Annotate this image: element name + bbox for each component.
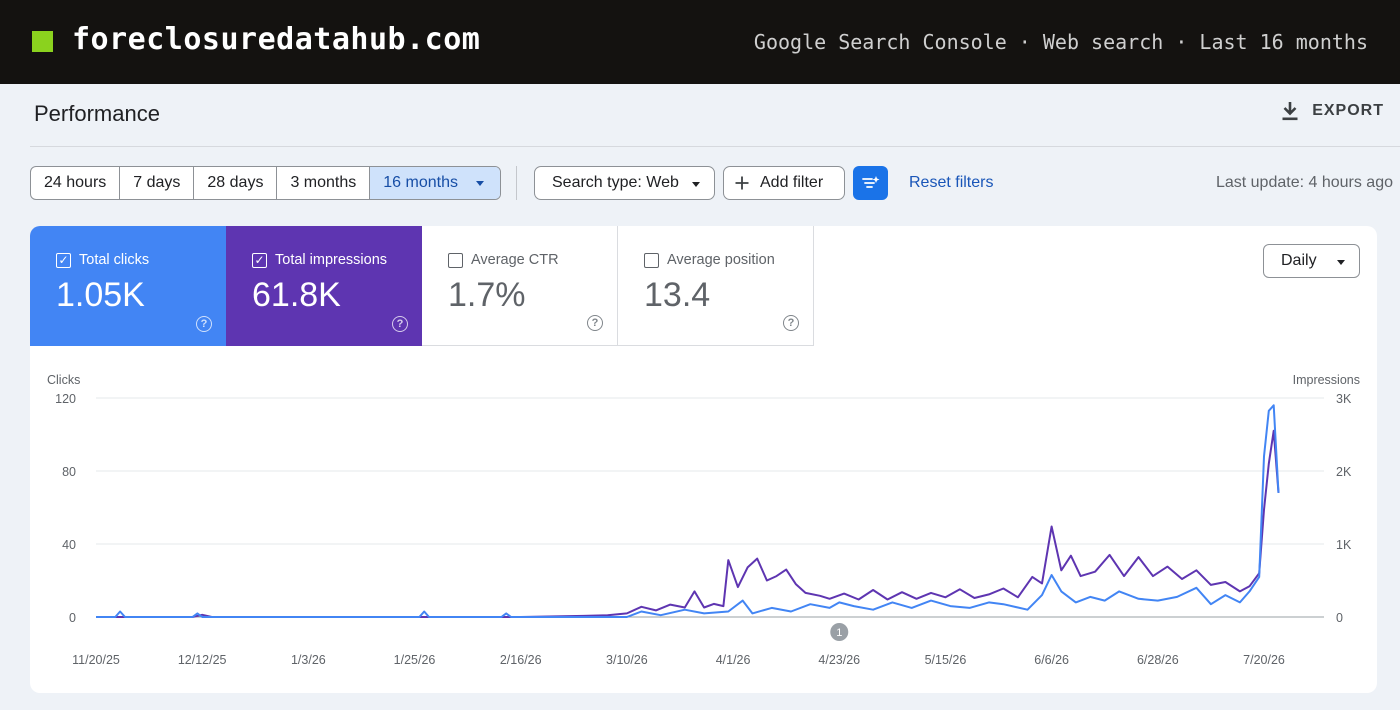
performance-card: ✓ Total clicks 1.05K ? ✓ Total impressio…	[30, 226, 1377, 693]
metric-total-impressions[interactable]: ✓ Total impressions 61.8K ?	[226, 226, 422, 346]
report-context: Google Search Console · Web search · Las…	[753, 30, 1368, 54]
range-3-months[interactable]: 3 months	[277, 167, 371, 199]
y-left-axis-title: Clicks	[47, 373, 80, 387]
checkbox-checked-icon[interactable]: ✓	[252, 252, 267, 268]
download-icon	[1282, 102, 1298, 121]
y-left-tick-label: 120	[55, 392, 76, 406]
x-tick-label: 4/23/26	[818, 653, 860, 667]
top-bar: foreclosuredatahub.com Google Search Con…	[0, 0, 1400, 84]
add-filter-button[interactable]: Add filter	[723, 166, 845, 200]
performance-chart: 0 40 80 120 0 1K 2K 3K Clicks Impressions 11/20/25…	[47, 373, 1360, 667]
range-16-months-label: 16 months	[383, 174, 458, 191]
help-icon[interactable]: ?	[587, 315, 603, 331]
x-tick-label: 1/25/26	[394, 653, 436, 667]
metric-average-position[interactable]: Average position 13.4 ?	[618, 226, 814, 346]
metric-value: 1.05K	[56, 276, 145, 314]
brand-logo-square	[32, 31, 53, 52]
title-divider	[30, 146, 1400, 147]
range-24-hours[interactable]: 24 hours	[31, 167, 121, 199]
export-button[interactable]: EXPORT	[1280, 100, 1384, 122]
checkbox-checked-icon[interactable]: ✓	[56, 252, 71, 268]
y-left-tick-label: 80	[62, 465, 76, 479]
series-line-clicks	[96, 404, 1280, 618]
chevron-down-icon	[692, 182, 700, 187]
metric-label: Average position	[667, 252, 775, 268]
y-right-tick-label: 2K	[1336, 465, 1352, 479]
granularity-dropdown[interactable]: Daily	[1263, 244, 1360, 278]
metric-label: Total impressions	[275, 252, 388, 268]
y-right-tick-label: 1K	[1336, 538, 1352, 552]
metric-value: 13.4	[644, 276, 711, 314]
filter-settings-button[interactable]	[853, 166, 888, 200]
checkbox-unchecked-icon[interactable]	[448, 252, 463, 268]
chevron-down-icon	[475, 180, 484, 186]
annotation-marker	[830, 623, 849, 641]
x-tick-label: 1/3/26	[291, 653, 326, 667]
export-label: EXPORT	[1312, 102, 1384, 119]
help-icon[interactable]: ?	[783, 315, 799, 331]
y-left-tick-label: 40	[62, 538, 76, 552]
range-7-days[interactable]: 7 days	[120, 167, 195, 199]
date-range-selector: 24 hours 7 days 28 days 3 months 16 mont…	[30, 166, 501, 200]
x-tick-label: 4/1/26	[716, 653, 751, 667]
metric-value: 1.7%	[448, 276, 526, 314]
toolbar-divider	[516, 166, 517, 200]
metric-label: Average CTR	[471, 252, 559, 268]
x-tick-label: 7/20/26	[1243, 653, 1285, 667]
help-icon[interactable]: ?	[392, 316, 408, 332]
chevron-down-icon	[1337, 260, 1345, 265]
reset-filters-link[interactable]: Reset filters	[909, 174, 994, 191]
y-left-tick-label: 0	[69, 611, 76, 625]
range-16-months[interactable]: 16 months	[370, 167, 500, 199]
page-title: Performance	[34, 101, 160, 126]
help-icon[interactable]: ?	[196, 316, 212, 332]
plus-icon	[735, 176, 749, 190]
y-right-tick-label: 0	[1336, 611, 1343, 625]
x-tick-label: 2/16/26	[500, 653, 542, 667]
last-update-text: Last update: 4 hours ago	[1215, 174, 1393, 191]
x-tick-label: 5/15/26	[925, 653, 967, 667]
site-name: foreclosuredatahub.com	[72, 22, 481, 57]
range-28-days[interactable]: 28 days	[194, 167, 278, 199]
metric-total-clicks[interactable]: ✓ Total clicks 1.05K ?	[30, 226, 226, 346]
x-tick-label: 11/20/25	[72, 653, 120, 667]
checkbox-unchecked-icon[interactable]	[644, 252, 659, 268]
search-type-label: Search type: Web	[552, 174, 679, 191]
x-tick-label: 12/12/25	[178, 653, 227, 667]
add-filter-label: Add filter	[760, 174, 824, 191]
x-tick-label: 6/6/26	[1034, 653, 1069, 667]
annotation-marker-label: 1	[836, 627, 842, 639]
y-right-axis-title: Impressions	[1293, 373, 1360, 387]
x-tick-label: 3/10/26	[606, 653, 648, 667]
x-tick-label: 6/28/26	[1137, 653, 1179, 667]
metric-value: 61.8K	[252, 276, 341, 314]
series-line-impressions	[96, 429, 1280, 618]
metric-label: Total clicks	[79, 252, 150, 268]
search-type-dropdown[interactable]: Search type: Web	[534, 166, 715, 200]
filter-list-icon	[861, 176, 879, 188]
metric-average-ctr[interactable]: Average CTR 1.7% ?	[422, 226, 618, 346]
granularity-label: Daily	[1281, 252, 1317, 269]
y-right-tick-label: 3K	[1336, 392, 1352, 406]
